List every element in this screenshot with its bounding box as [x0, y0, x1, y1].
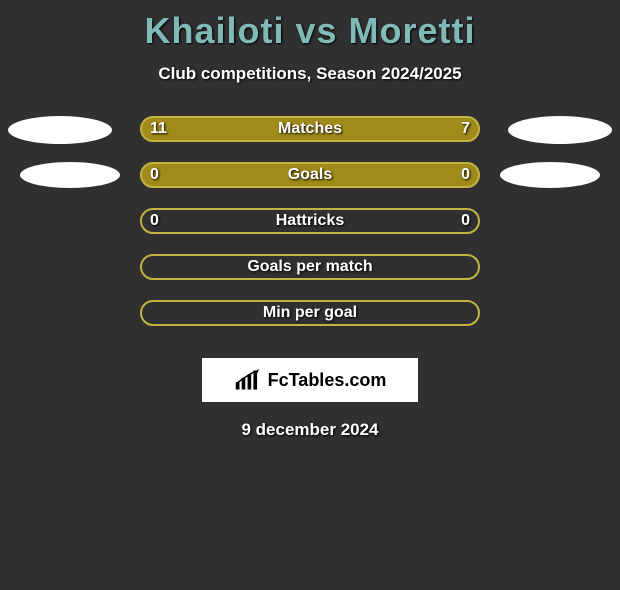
- stat-row: Min per goal: [0, 300, 620, 346]
- stat-value-left: 0: [150, 212, 159, 230]
- stat-value-left: 0: [150, 166, 159, 184]
- stat-row: Matches 11 7: [0, 116, 620, 162]
- subtitle: Club competitions, Season 2024/2025: [0, 64, 620, 84]
- right-ellipse-icon: [500, 162, 600, 188]
- player-right-name: Moretti: [349, 10, 476, 51]
- stat-label: Goals per match: [247, 258, 372, 276]
- logo-text: FcTables.com: [268, 370, 387, 391]
- stat-value-right: 0: [461, 212, 470, 230]
- fctables-bars-icon: [234, 369, 264, 391]
- stat-label: Hattricks: [276, 212, 344, 230]
- stat-row: Goals per match: [0, 254, 620, 300]
- stat-bar: Goals: [140, 162, 480, 188]
- player-left-name: Khailoti: [144, 10, 284, 51]
- title-vs: vs: [284, 10, 348, 51]
- stat-value-left: 11: [150, 120, 167, 138]
- stat-rows-container: Matches 11 7 Goals 0 0 Hattricks 0 0 Goals per ma…: [0, 116, 620, 346]
- stat-bar: Matches: [140, 116, 480, 142]
- right-ellipse-icon: [508, 116, 612, 144]
- left-ellipse-icon: [8, 116, 112, 144]
- stat-row: Hattricks 0 0: [0, 208, 620, 254]
- comparison-title: Khailoti vs Moretti: [0, 10, 620, 52]
- logo-box: FcTables.com: [202, 358, 418, 402]
- stat-label: Matches: [278, 120, 342, 138]
- date: 9 december 2024: [0, 420, 620, 440]
- stat-label: Goals: [288, 166, 332, 184]
- stat-label: Min per goal: [263, 304, 357, 322]
- stat-value-right: 7: [461, 120, 470, 138]
- stat-value-right: 0: [461, 166, 470, 184]
- stat-bar: Min per goal: [140, 300, 480, 326]
- left-ellipse-icon: [20, 162, 120, 188]
- stat-bar: Goals per match: [140, 254, 480, 280]
- stat-row: Goals 0 0: [0, 162, 620, 208]
- stat-bar: Hattricks: [140, 208, 480, 234]
